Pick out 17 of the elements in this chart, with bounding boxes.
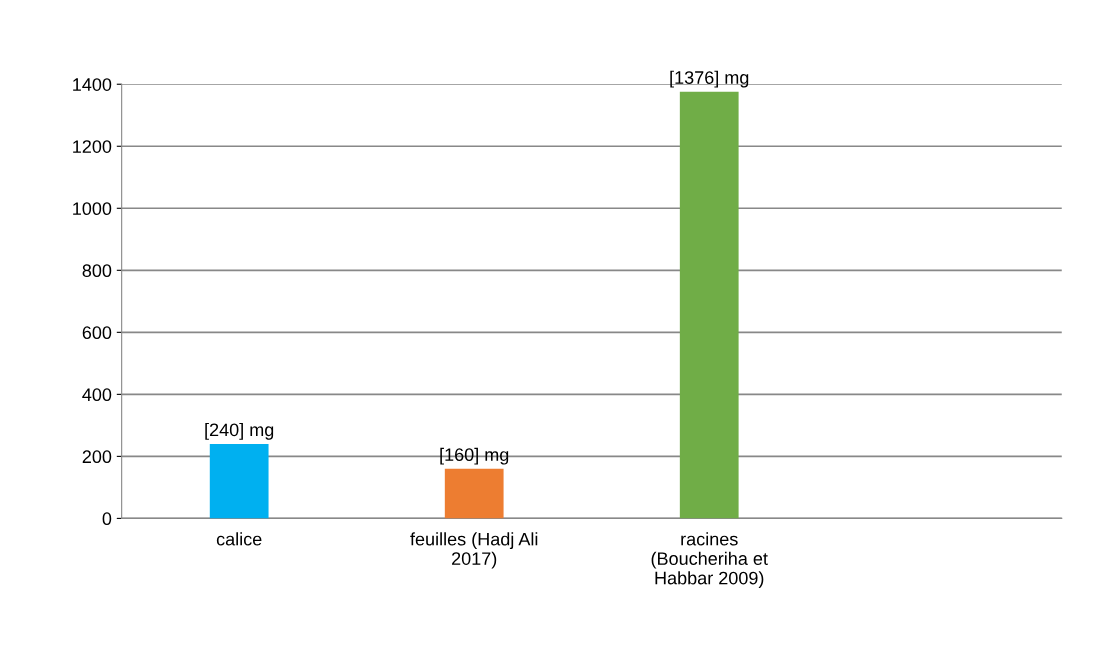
y-tick-label: 1400 [73,78,112,91]
data-label: [160] mg [440,447,509,465]
data-label: [1376] mg [670,70,749,88]
y-tick-label: 400 [82,388,112,402]
data-label: [240] mg [205,422,274,440]
bar [444,468,504,519]
y-tick-label: 600 [82,326,112,340]
y-tick-label: 800 [82,264,112,278]
x-tick-label: calice [216,532,262,546]
y-tick-label: 0 [102,512,112,526]
y-tick-label: 1000 [73,202,112,216]
y-tick-label: 1200 [73,140,112,153]
y-tick-label: 200 [82,450,112,464]
bar [209,443,269,519]
x-tick-label: feuilles (Hadj Ali 2017) [410,532,538,569]
x-tick-label: racines (Boucheriha et Habbar 2009) [651,532,768,589]
bar [679,91,739,519]
